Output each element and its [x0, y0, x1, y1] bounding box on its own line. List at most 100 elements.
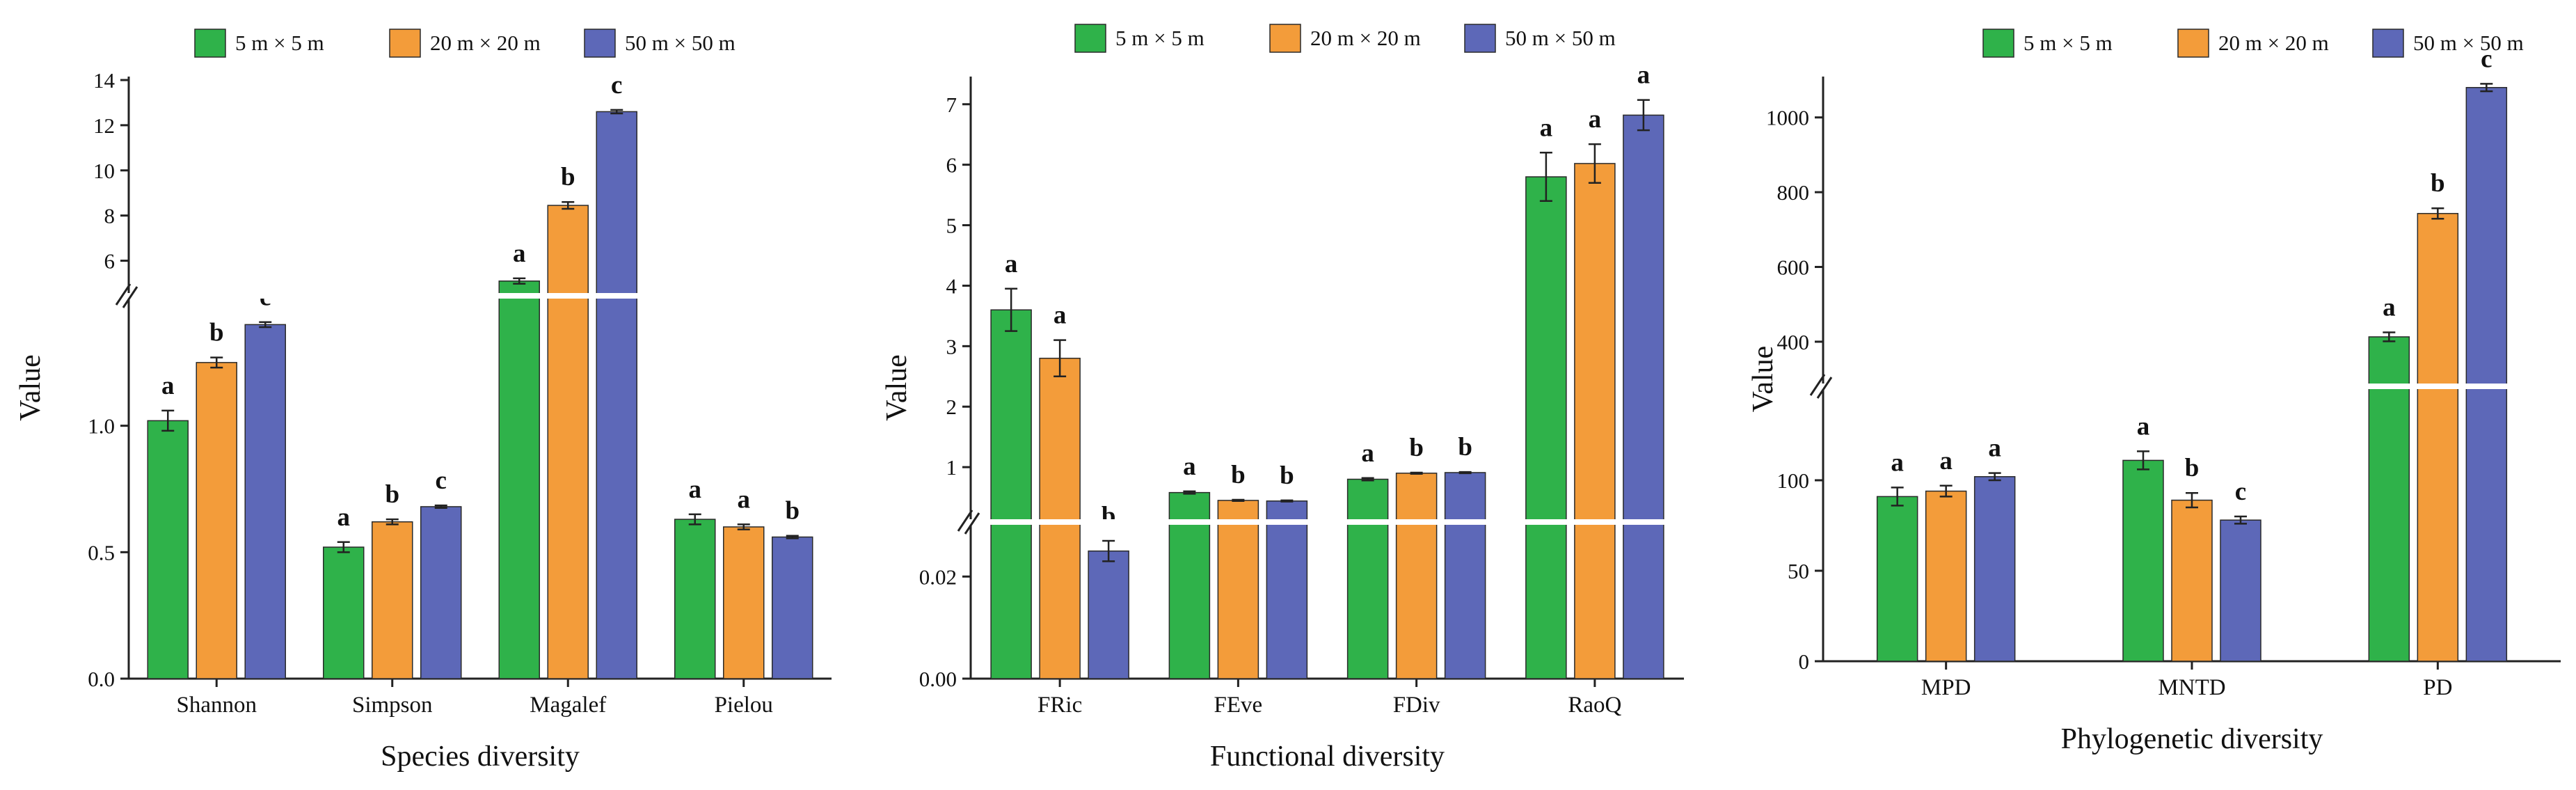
significance-letter: b — [1231, 461, 1246, 489]
y-tick-label: 7 — [946, 93, 957, 117]
bar-raoq-5m — [1525, 176, 1567, 679]
significance-letter: a — [738, 485, 751, 514]
significance-letter: b — [561, 163, 575, 191]
bar-fdiv-20m — [1395, 473, 1438, 679]
bar-mntd-5m — [2122, 459, 2164, 662]
bar-shannon-5m — [147, 420, 189, 679]
bar-fdiv-5m — [1346, 478, 1389, 679]
y-tick-label: 8 — [104, 204, 116, 228]
x-category-label: Pielou — [715, 693, 773, 718]
y-tick-label: 400 — [1777, 330, 1810, 354]
y-tick-label: 3 — [946, 334, 957, 358]
chart-panel-1: 5 m × 5 m 20 m × 20 m 50 m × 50 m Value 0.0 0… — [15, 29, 832, 773]
axis-break-mark — [115, 283, 132, 306]
legend-label-50m: 50 m × 50 m — [1505, 26, 1616, 50]
significance-letter: b — [2185, 454, 2200, 482]
significance-letter: a — [161, 372, 175, 400]
y-tick-label: 6 — [946, 153, 957, 177]
y-axis-label: Value — [881, 354, 913, 421]
x-category-label: FDiv — [1393, 693, 1440, 718]
bar-feve-50m — [1266, 500, 1308, 679]
axis-break-mark — [957, 509, 973, 532]
significance-letter: a — [1939, 447, 1953, 475]
bar-pielou-50m — [772, 536, 813, 679]
y-axis-label: Value — [15, 354, 47, 421]
legend-swatch — [2372, 29, 2404, 58]
significance-letter: c — [2481, 45, 2492, 73]
significance-letter: a — [2137, 412, 2150, 441]
axis-break-band — [957, 519, 1684, 525]
significance-letter: a — [1988, 434, 2001, 463]
y-axis-label: Value — [1747, 346, 1779, 413]
legend-label-50m: 50 m × 50 m — [2413, 31, 2524, 55]
bar-pielou-5m — [674, 519, 716, 679]
legend-swatch — [1269, 24, 1301, 53]
legend-swatch — [1982, 29, 2014, 58]
x-category-label: Simpson — [352, 693, 433, 718]
significance-letter: c — [2235, 477, 2246, 506]
significance-letter: b — [1409, 434, 1424, 462]
bar-pd-5m — [2368, 336, 2410, 662]
bar-pd-50m — [2465, 86, 2508, 662]
legend: 5 m × 5 m 20 m × 20 m 50 m × 50 m — [1074, 24, 1616, 53]
significance-letter: c — [611, 71, 622, 100]
legend-swatch — [194, 29, 226, 58]
bar-feve-20m — [1217, 500, 1259, 679]
x-category-label: MPD — [1921, 675, 1971, 700]
x-category-label: PD — [2423, 675, 2452, 700]
y-tick-label: 600 — [1777, 255, 1810, 280]
x-category-label: FEve — [1214, 693, 1263, 718]
significance-letter: b — [1458, 433, 1472, 461]
bar-mpd-5m — [1876, 496, 1918, 662]
significance-letter: a — [1183, 452, 1196, 481]
significance-letter: a — [1361, 439, 1374, 468]
significance-letter: a — [689, 475, 702, 504]
y-tick-label: 5 — [946, 214, 957, 238]
chart-panel-3: 5 m × 5 m 20 m × 20 m 50 m × 50 m Value 0 50 1… — [1747, 29, 2561, 755]
x-axis-title: Species diversity — [381, 741, 580, 773]
axis-break-band — [115, 293, 832, 299]
legend-swatch — [389, 29, 421, 58]
bar-pd-20m — [2417, 212, 2459, 662]
chart-panel-2: 5 m × 5 m 20 m × 20 m 50 m × 50 m Value 0.00… — [881, 24, 1684, 773]
y-tick-label: 6 — [104, 249, 116, 274]
legend-label-5m: 5 m × 5 m — [2024, 31, 2113, 55]
y-tick-label: 100 — [1777, 468, 1810, 493]
y-tick-label: 50 — [1788, 559, 1809, 583]
bar-raoq-20m — [1574, 163, 1616, 679]
bar-magalef-50m — [596, 111, 637, 679]
x-category-label: Magalef — [530, 693, 606, 718]
significance-letter: a — [513, 239, 526, 268]
significance-letter: a — [1589, 105, 1602, 134]
x-category-label: MNTD — [2158, 675, 2225, 700]
y-tick-label: 4 — [946, 274, 957, 298]
y-tick-label: 10 — [93, 159, 115, 183]
significance-letter: a — [337, 503, 351, 532]
y-tick-label: 0.00 — [919, 667, 957, 691]
significance-letter: a — [1891, 448, 1904, 477]
bar-magalef-5m — [498, 281, 540, 679]
legend-label-20m: 20 m × 20 m — [430, 31, 541, 55]
axis-break-mark — [1809, 374, 1826, 396]
x-axis-title: Phylogenetic diversity — [2061, 723, 2323, 755]
significance-letter: b — [209, 319, 224, 347]
bar-pielou-20m — [723, 526, 765, 679]
significance-letter: b — [1102, 502, 1116, 530]
bar-fric-5m — [990, 309, 1032, 679]
bar-fdiv-50m — [1444, 472, 1486, 679]
x-axis-title: Functional diversity — [1210, 741, 1445, 773]
x-category-label: RaoQ — [1568, 693, 1621, 718]
y-tick-label: 0.02 — [919, 564, 957, 589]
y-tick-label: 1 — [946, 455, 957, 480]
y-tick-label: 1000 — [1766, 106, 1809, 130]
bar-magalef-20m — [547, 205, 589, 679]
bar-fric-20m — [1039, 357, 1081, 679]
y-tick-label: 2 — [946, 395, 957, 419]
legend-swatch — [1464, 24, 1496, 53]
y-tick-label: 800 — [1777, 180, 1810, 205]
significance-letter: b — [385, 480, 399, 509]
legend: 5 m × 5 m 20 m × 20 m 50 m × 50 m — [194, 29, 736, 58]
significance-letter: b — [1280, 461, 1294, 490]
axis-break-mark — [964, 512, 980, 535]
significance-letter: a — [1540, 113, 1553, 142]
